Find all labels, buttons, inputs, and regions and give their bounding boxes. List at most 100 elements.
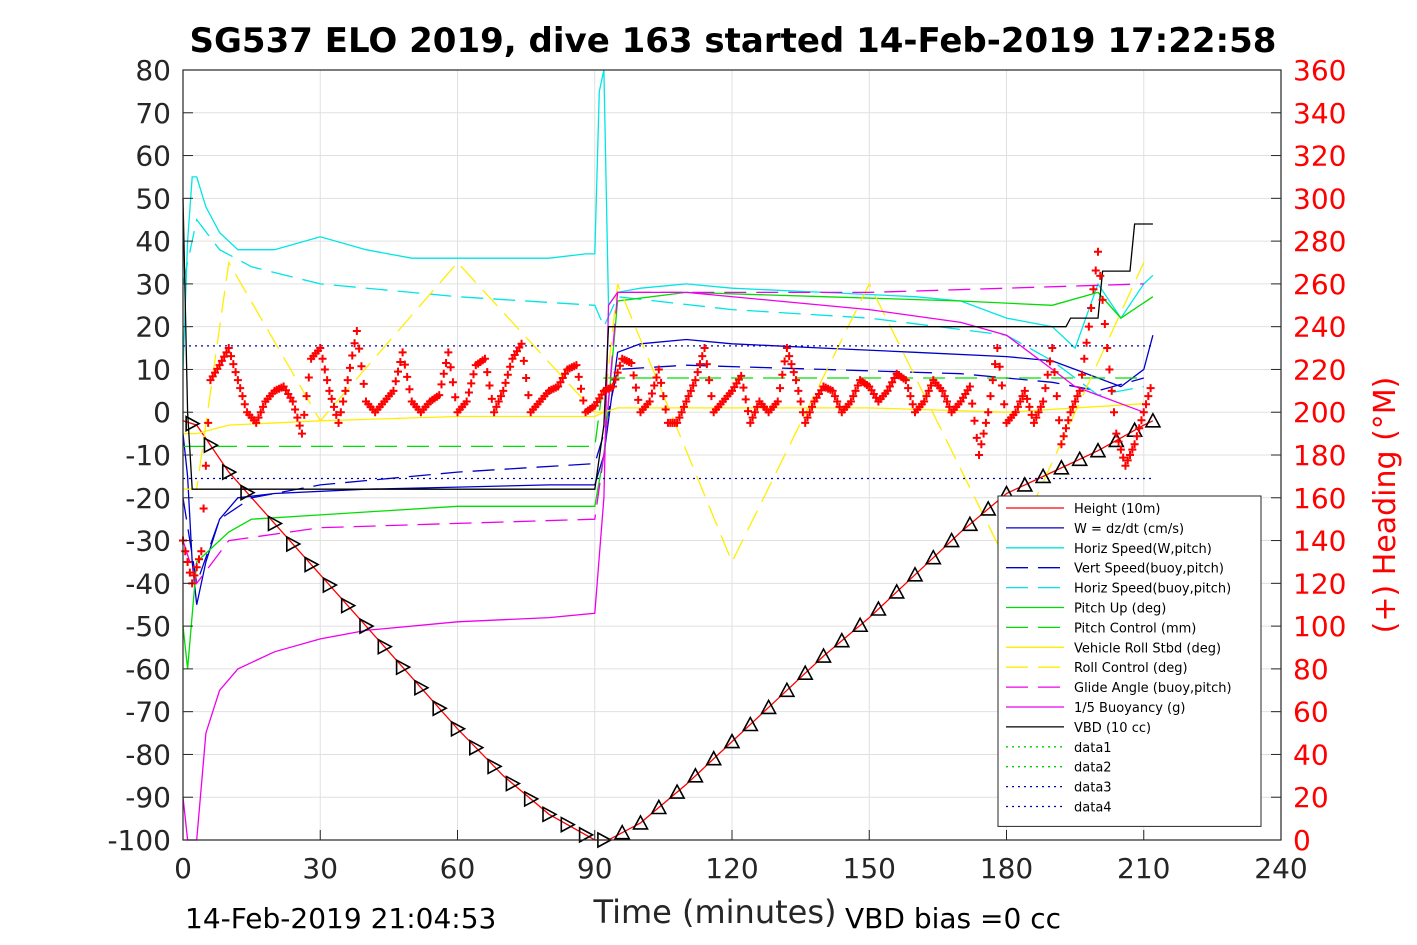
legend-label: data4 [1074, 801, 1112, 816]
heading-marker [231, 368, 240, 377]
heading-marker [988, 376, 997, 385]
legend-label: Horiz Speed(W,pitch) [1074, 542, 1212, 557]
legend-label: Roll Control (deg) [1074, 661, 1188, 676]
vbd-marker [340, 597, 357, 614]
right-axis-label: (+) Heading (°M) [1368, 377, 1403, 634]
legend-label: data3 [1074, 781, 1112, 796]
heading-marker [467, 379, 476, 388]
heading-marker [746, 418, 755, 427]
heading-marker [1091, 266, 1100, 275]
heading-marker [744, 407, 753, 416]
heading-marker [1043, 370, 1052, 379]
left-tick-label: -40 [125, 567, 171, 600]
heading-marker [972, 433, 981, 442]
heading-marker [737, 371, 746, 380]
heading-marker [332, 410, 341, 419]
heading-marker [396, 357, 405, 366]
heading-marker [229, 360, 238, 369]
heading-marker [796, 397, 805, 406]
heading-marker [830, 392, 839, 401]
left-tick-label: -20 [125, 482, 171, 515]
heading-marker [1126, 451, 1135, 459]
heading-marker [341, 386, 350, 395]
heading-marker [927, 381, 936, 390]
heading-marker [661, 405, 670, 414]
heading-marker [1096, 271, 1105, 280]
heading-marker [1130, 440, 1139, 449]
heading-marker [1089, 285, 1098, 294]
heading-marker [785, 352, 794, 361]
heading-marker [345, 363, 354, 372]
vbd-marker [613, 823, 631, 840]
heading-marker [741, 395, 750, 404]
heading-marker [334, 418, 343, 427]
heading-marker [634, 395, 643, 404]
heading-marker [773, 397, 782, 406]
heading-marker [1110, 408, 1119, 417]
heading-marker [222, 348, 231, 357]
heading-marker [1013, 402, 1022, 411]
heading-marker [748, 413, 757, 422]
heading-marker [1103, 344, 1112, 353]
vbd-marker [523, 790, 540, 808]
heading-marker [556, 378, 565, 387]
heading-marker [1045, 357, 1054, 366]
chart-title: SG537 ELO 2019, dive 163 started 14-Feb-… [190, 21, 1277, 61]
vbd-marker [943, 531, 960, 548]
vbd-marker [1016, 476, 1034, 492]
vbd-marker [1034, 467, 1052, 484]
heading-marker [828, 386, 837, 395]
legend-label: Pitch Up (deg) [1074, 602, 1166, 617]
heading-marker [778, 370, 787, 379]
heading-marker [922, 392, 931, 401]
right-tick-label: 80 [1293, 653, 1329, 686]
left-tick-label: -80 [125, 738, 171, 771]
heading-marker [1041, 384, 1050, 393]
heading-marker [295, 421, 304, 430]
heading-marker [782, 344, 791, 353]
vbd-marker [304, 556, 320, 573]
heading-marker [1023, 394, 1032, 403]
series-line-10 [182, 291, 1145, 841]
heading-marker [1114, 437, 1123, 446]
left-tick-label: -90 [125, 781, 171, 814]
heading-marker [343, 376, 352, 385]
heading-marker [1146, 384, 1155, 393]
legend-label: Vehicle Roll Stbd (deg) [1074, 641, 1221, 656]
heading-marker [677, 408, 686, 417]
heading-marker [577, 384, 586, 393]
heading-marker [673, 418, 682, 427]
heading-marker [780, 357, 789, 366]
heading-marker [572, 361, 581, 370]
heading-marker [1128, 445, 1137, 454]
vbd-marker [723, 732, 741, 749]
vbd-marker [267, 515, 284, 532]
vbd-marker [833, 631, 851, 648]
left-tick-label: -100 [107, 824, 171, 857]
heading-marker [647, 389, 656, 398]
heading-marker [965, 382, 974, 391]
heading-marker [1020, 386, 1029, 395]
right-tick-label: 260 [1293, 268, 1346, 301]
heading-marker [448, 378, 457, 387]
heading-marker [853, 381, 862, 390]
heading-marker [1055, 416, 1064, 425]
heading-marker [485, 381, 494, 390]
heading-marker [1116, 445, 1125, 454]
vbd-marker [961, 515, 979, 532]
vbd-marker [888, 583, 906, 599]
heading-marker [808, 402, 817, 411]
heading-marker [524, 391, 533, 400]
heading-marker [403, 372, 412, 381]
heading-marker [650, 381, 659, 390]
heading-marker [659, 392, 668, 401]
heading-marker [437, 380, 446, 389]
heading-marker [979, 429, 988, 438]
vbd-marker [906, 566, 924, 582]
vbd-marker [285, 535, 302, 553]
heading-marker [398, 348, 407, 357]
heading-marker [297, 429, 306, 438]
heading-marker [204, 418, 213, 427]
heading-marker [300, 410, 309, 419]
